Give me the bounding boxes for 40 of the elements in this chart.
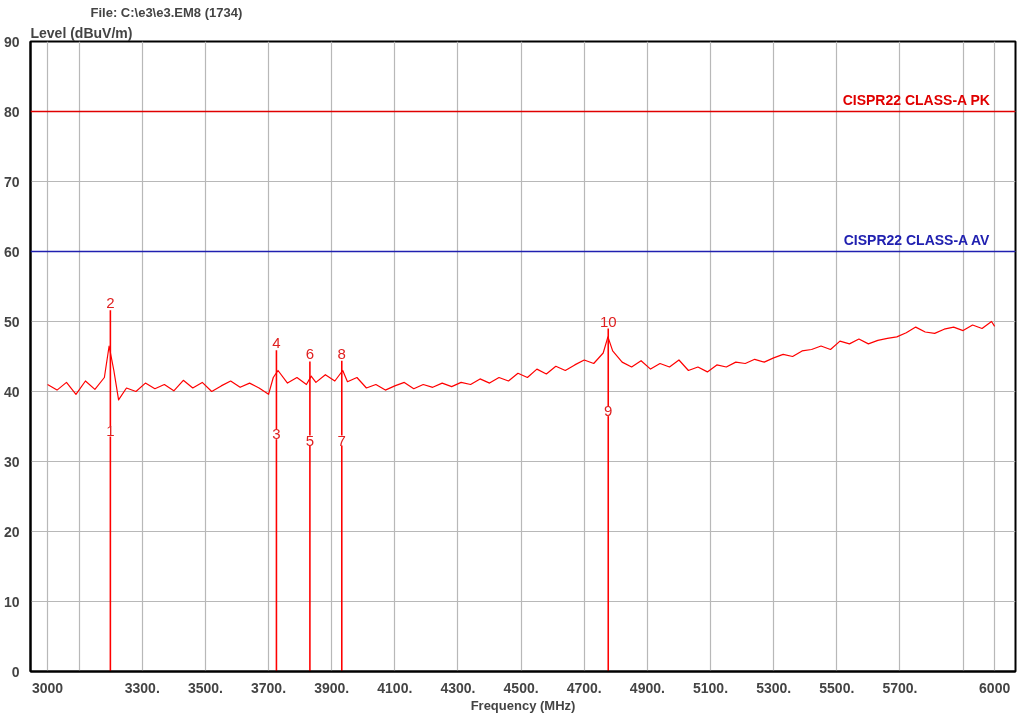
annotation: 6	[305, 345, 315, 363]
x-tick-label: 3700.	[251, 679, 287, 696]
x-tick-label: 6000	[979, 679, 1011, 696]
y-tick-label: 0	[11, 663, 20, 680]
y-tick-label: 80	[3, 103, 20, 120]
y-tick-label: 20	[3, 523, 20, 540]
annotation: 3	[272, 425, 281, 443]
x-tick-label: 3900.	[314, 679, 350, 696]
x-tick-label: 5300.	[756, 679, 792, 696]
x-tick-label: 4500.	[503, 679, 539, 696]
y-tick-label: 70	[3, 173, 20, 190]
x-axis-title: Frequency (MHz)	[470, 697, 576, 713]
x-tick-label: 3000	[31, 679, 64, 696]
annotation: 4	[272, 334, 281, 352]
annotation: 8	[337, 344, 346, 362]
y-tick-label: 90	[3, 33, 20, 50]
annotation: 9	[604, 402, 613, 420]
annotation: 1	[106, 422, 115, 440]
y-axis-title: Level (dBuV/m)	[30, 24, 133, 41]
x-tick-label: 4700.	[566, 679, 602, 696]
ref-line-label: CISPR22 CLASS-A PK	[842, 91, 990, 108]
x-tick-label: 5100.	[693, 679, 729, 696]
x-tick-label: 5700.	[882, 679, 918, 696]
x-tick-label: 3500.	[187, 679, 223, 696]
chart-title: File: C:\e3\e3.EM8 (1734)	[90, 4, 243, 20]
annotation: 7	[337, 431, 346, 449]
x-tick-label: 3300.	[124, 679, 160, 696]
x-tick-label: 4900.	[629, 679, 665, 696]
y-tick-label: 60	[3, 243, 20, 260]
ref-line-label: CISPR22 CLASS-A AV	[843, 231, 991, 248]
annotation: 2	[106, 294, 115, 312]
y-tick-label: 10	[3, 593, 20, 610]
annotation: 5	[305, 431, 315, 449]
y-tick-label: 50	[3, 313, 20, 330]
x-tick-label: 4300.	[440, 679, 476, 696]
y-tick-label: 30	[3, 453, 20, 470]
x-tick-label: 5500.	[819, 679, 855, 696]
annotation: 10	[599, 312, 617, 330]
y-tick-label: 40	[3, 383, 20, 400]
x-tick-label: 4100.	[377, 679, 413, 696]
